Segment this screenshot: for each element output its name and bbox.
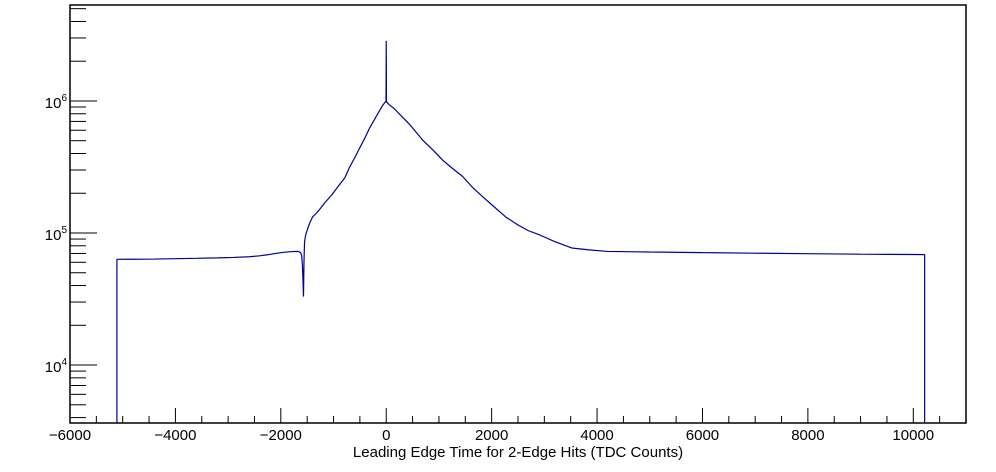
x-tick-label: 10000 [892,427,934,444]
histogram-curve [116,40,926,423]
x-axis: −6000 −4000 −2000 0 2000 4000 6000 8000 10000 [49,408,967,444]
x-tick-label: 0 [382,427,390,444]
x-tick-label: 6000 [686,427,719,444]
y-axis: 104 105 106 [45,8,97,419]
x-tick-label: −2000 [260,427,302,444]
x-tick-label: −4000 [154,427,196,444]
x-tick-label: −6000 [49,427,91,444]
x-tick-label: 4000 [580,427,613,444]
x-axis-title: Leading Edge Time for 2-Edge Hits (TDC C… [353,444,683,461]
y-tick-label: 104 [45,357,68,376]
x-tick-label: 2000 [475,427,508,444]
plot-generated-layers: −6000 −4000 −2000 0 2000 4000 6000 8000 10000 104… [45,4,967,444]
y-tick-label: 106 [45,93,68,112]
y-tick-label: 105 [45,225,68,244]
x-tick-label: 8000 [791,427,824,444]
plot-frame [69,4,967,424]
